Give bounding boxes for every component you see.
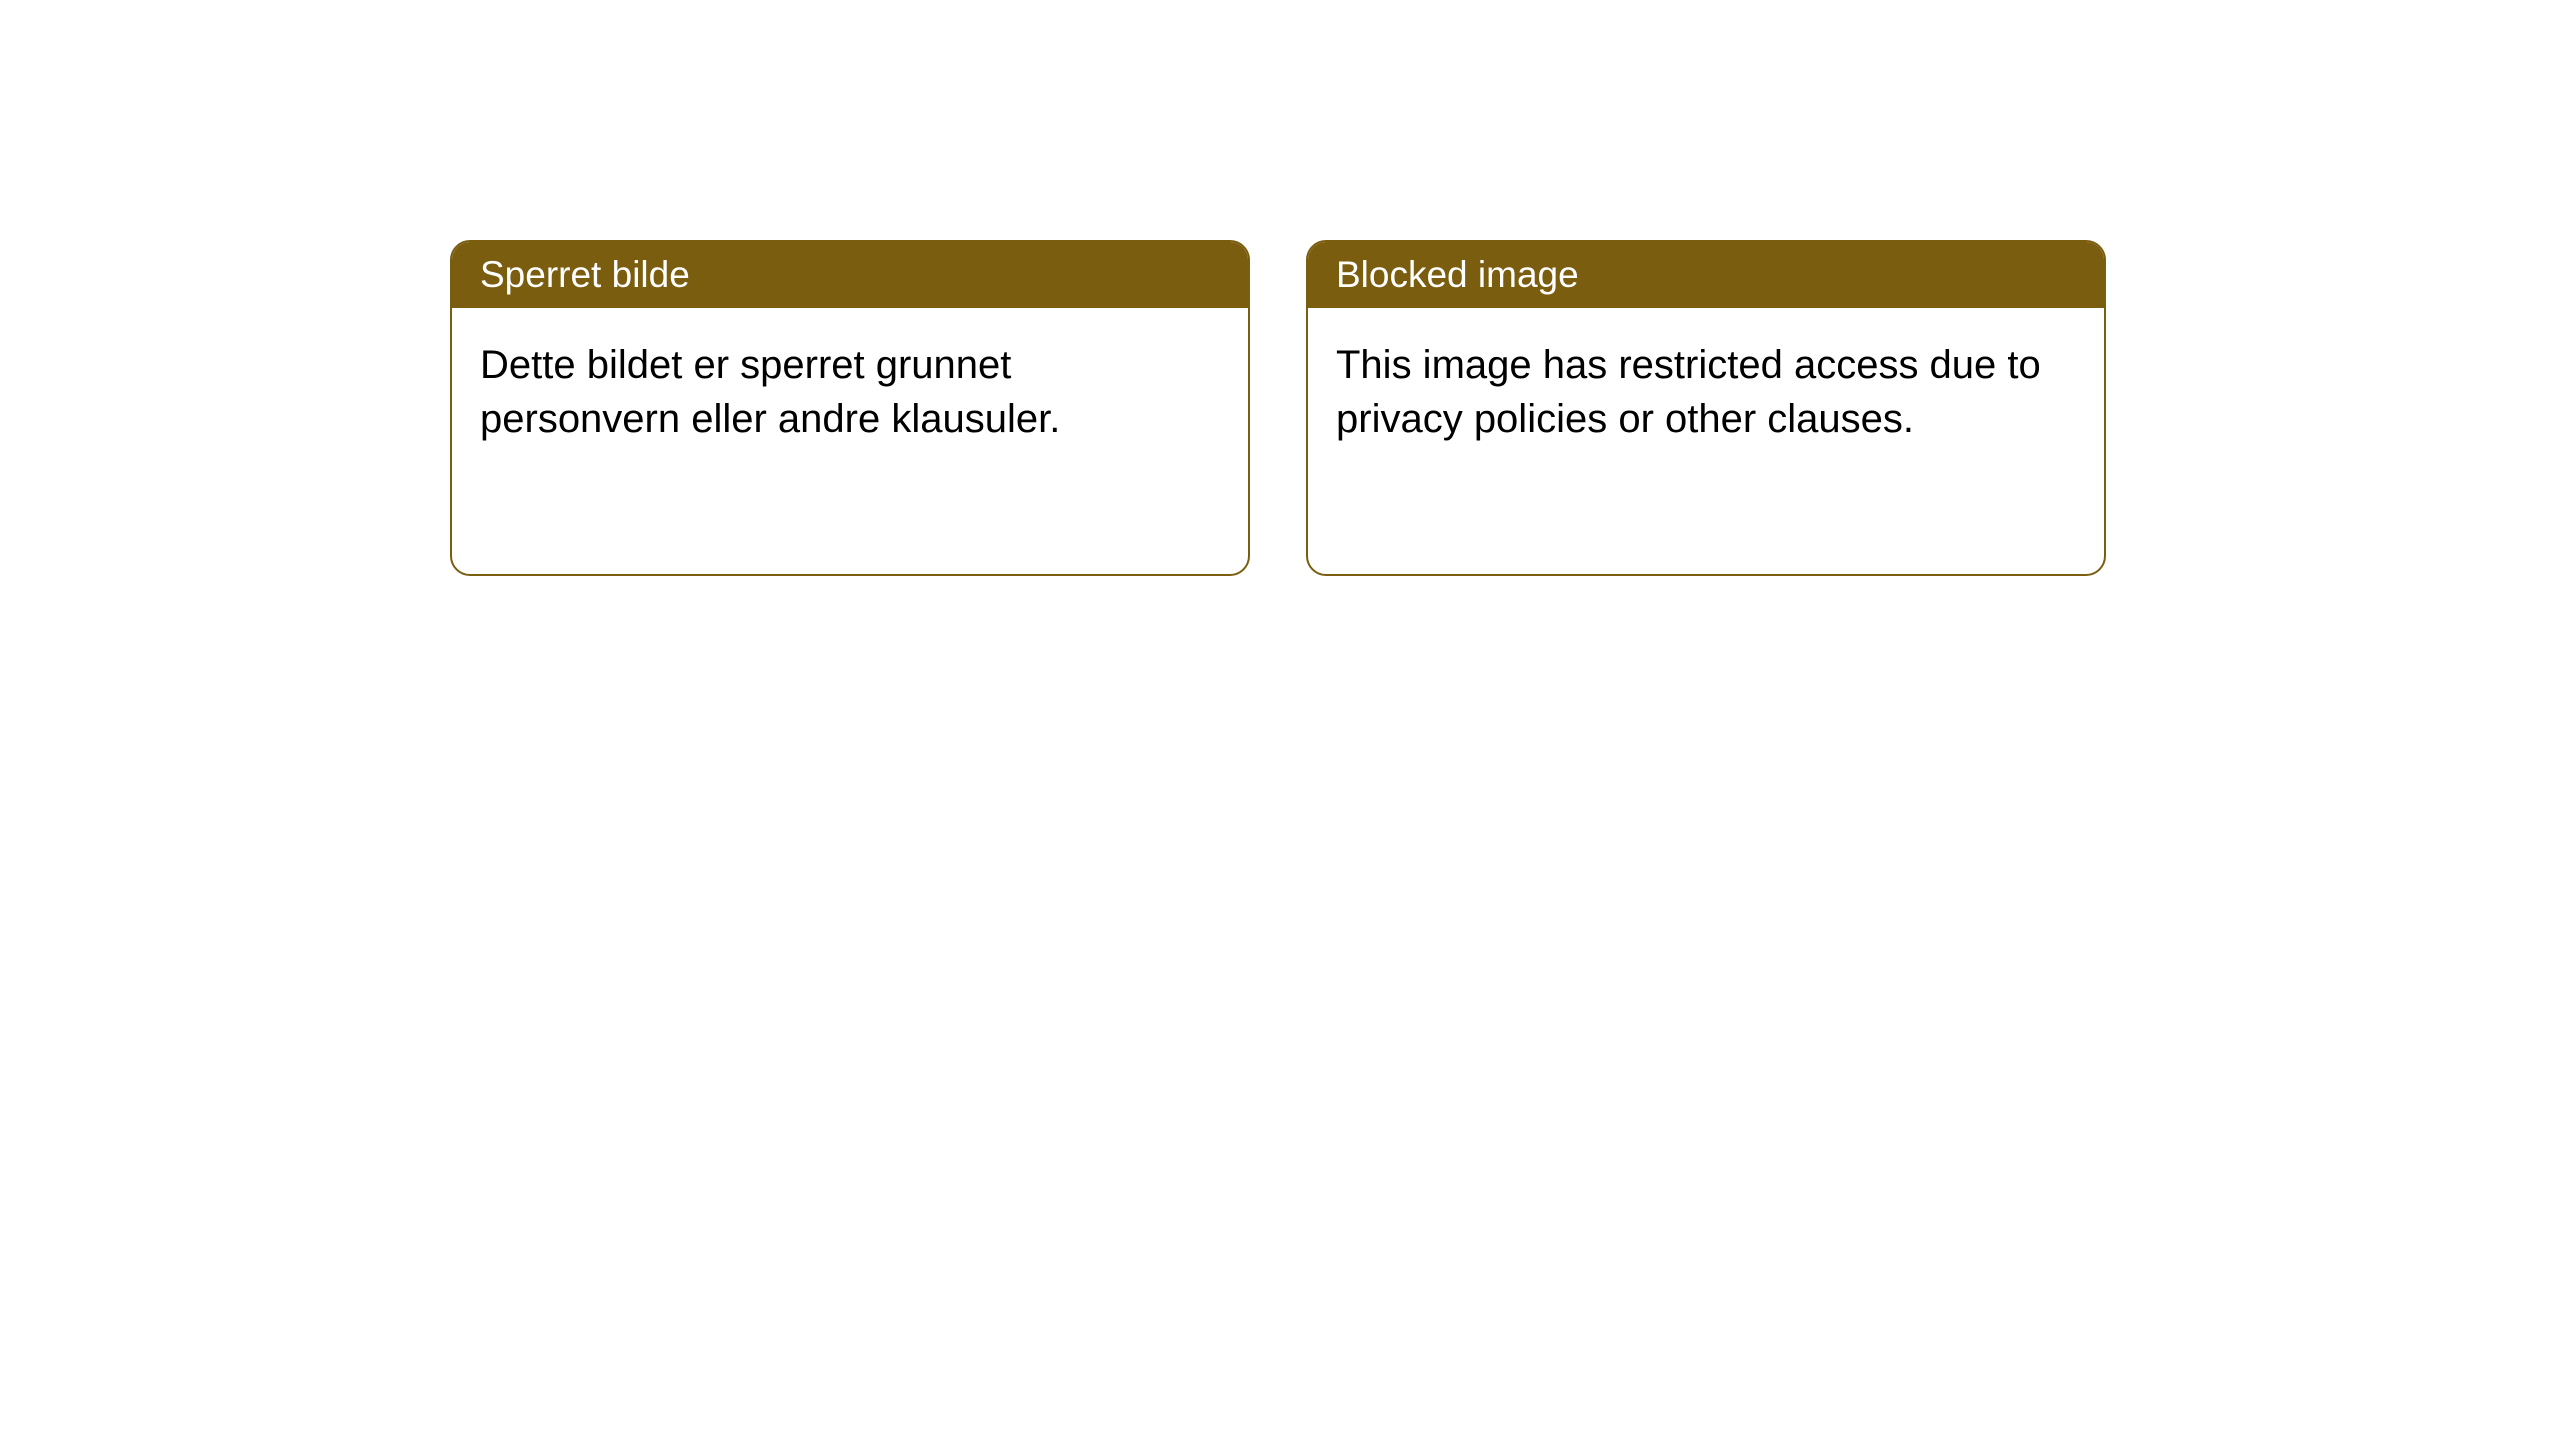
notice-body-text: This image has restricted access due to … [1336, 343, 2041, 441]
notice-container: Sperret bilde Dette bildet er sperret gr… [450, 240, 2106, 576]
notice-body: This image has restricted access due to … [1308, 308, 2104, 476]
notice-header: Sperret bilde [452, 242, 1248, 308]
notice-body-text: Dette bildet er sperret grunnet personve… [480, 343, 1060, 441]
notice-header: Blocked image [1308, 242, 2104, 308]
notice-box-english: Blocked image This image has restricted … [1306, 240, 2106, 576]
notice-title: Blocked image [1336, 254, 1579, 295]
notice-title: Sperret bilde [480, 254, 690, 295]
notice-body: Dette bildet er sperret grunnet personve… [452, 308, 1248, 476]
notice-box-norwegian: Sperret bilde Dette bildet er sperret gr… [450, 240, 1250, 576]
